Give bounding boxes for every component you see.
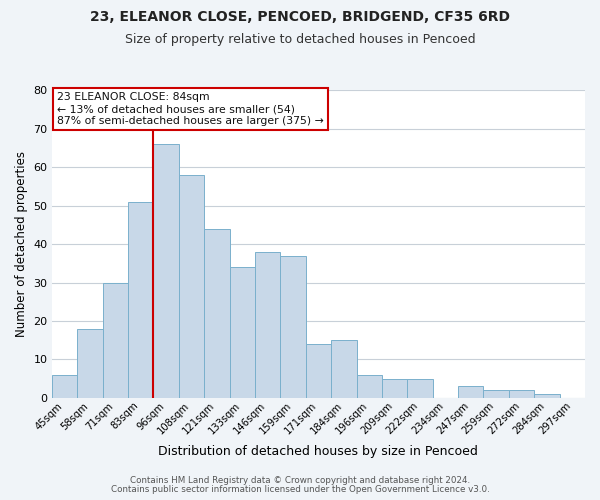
Y-axis label: Number of detached properties: Number of detached properties [15,151,28,337]
Text: 23 ELEANOR CLOSE: 84sqm
← 13% of detached houses are smaller (54)
87% of semi-de: 23 ELEANOR CLOSE: 84sqm ← 13% of detache… [57,92,323,126]
Text: Contains HM Land Registry data © Crown copyright and database right 2024.: Contains HM Land Registry data © Crown c… [130,476,470,485]
Bar [154,144,179,398]
Bar [179,175,204,398]
Bar [103,282,128,398]
Bar [331,340,356,398]
Bar [230,267,255,398]
Bar [52,374,77,398]
Bar [204,229,230,398]
Bar [484,390,509,398]
Text: Contains public sector information licensed under the Open Government Licence v3: Contains public sector information licen… [110,484,490,494]
X-axis label: Distribution of detached houses by size in Pencoed: Distribution of detached houses by size … [158,444,478,458]
Bar [534,394,560,398]
Bar [255,252,280,398]
Bar [356,374,382,398]
Bar [509,390,534,398]
Bar [77,328,103,398]
Bar [458,386,484,398]
Bar [128,202,154,398]
Bar [280,256,306,398]
Bar [382,378,407,398]
Text: Size of property relative to detached houses in Pencoed: Size of property relative to detached ho… [125,32,475,46]
Bar [407,378,433,398]
Text: 23, ELEANOR CLOSE, PENCOED, BRIDGEND, CF35 6RD: 23, ELEANOR CLOSE, PENCOED, BRIDGEND, CF… [90,10,510,24]
Bar [306,344,331,398]
